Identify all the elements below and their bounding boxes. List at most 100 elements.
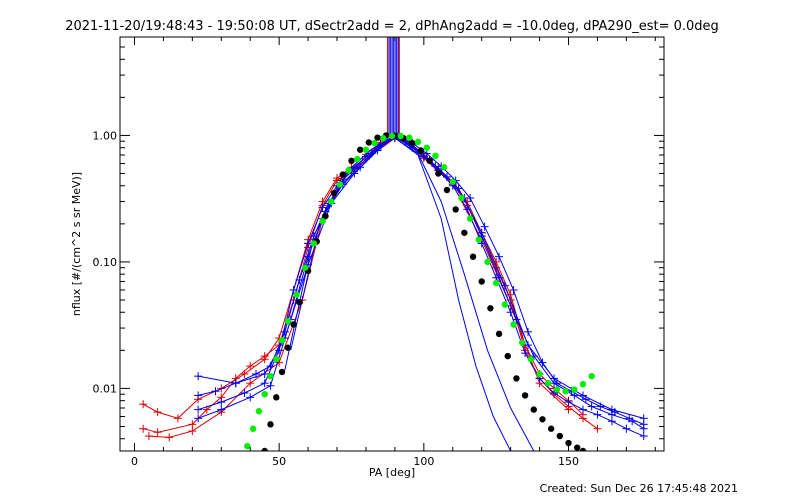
series-10-point-26 xyxy=(469,253,477,260)
series-4-point-25 xyxy=(578,405,587,414)
series-1-point-11 xyxy=(333,174,342,183)
series-10-point-29 xyxy=(495,330,503,338)
series-11-point-14 xyxy=(345,167,352,174)
x-tick-label: 0 xyxy=(131,455,138,468)
series-11-point-37 xyxy=(545,379,552,387)
series-11-point-25 xyxy=(440,164,448,171)
series-11-point-38 xyxy=(553,386,561,393)
series-10-point-30 xyxy=(504,352,511,360)
series-10-point-9 xyxy=(322,212,329,220)
series-7-line xyxy=(284,137,512,451)
series-6-point-6 xyxy=(350,169,359,178)
series-2-point-0 xyxy=(144,432,153,441)
series-11-point-12 xyxy=(328,198,335,205)
series-11-point-1 xyxy=(249,425,257,432)
series-10-point-5 xyxy=(290,321,297,328)
series-4-point-21 xyxy=(521,349,530,358)
series-10-point-0 xyxy=(261,447,268,451)
series-4-point-0 xyxy=(194,405,203,414)
x-tick-label: 100 xyxy=(413,455,434,468)
series-11-point-18 xyxy=(380,135,387,142)
series-0-point-1 xyxy=(153,428,162,437)
series-3-point-23 xyxy=(538,358,547,367)
series-11-point-7 xyxy=(284,317,292,325)
series-11-point-35 xyxy=(527,356,535,363)
series-5-point-17 xyxy=(512,315,521,324)
series-11-point-27 xyxy=(458,194,465,202)
series-11-point-21 xyxy=(406,134,413,141)
series-4-point-28 xyxy=(622,424,631,433)
series-1-point-6 xyxy=(260,355,269,364)
series-0-point-30 xyxy=(593,424,602,433)
y-tick-label: 0.01 xyxy=(93,382,118,395)
series-4-point-1 xyxy=(217,398,226,407)
y-axis-label: nflux [#/(cm^2 s sr MeV)] xyxy=(70,172,83,316)
series-11-point-33 xyxy=(510,321,517,328)
axes: 0 50 100 150 0.01 0.10 1.00 xyxy=(93,36,664,468)
series-11-point-2 xyxy=(255,408,263,415)
series-4-point-26 xyxy=(593,410,602,419)
series-11-point-15 xyxy=(354,155,361,163)
series-11-point-24 xyxy=(432,152,439,160)
series-1-point-1 xyxy=(153,408,162,417)
series-10-point-33 xyxy=(530,406,537,413)
series-11-point-32 xyxy=(501,301,509,308)
series-11-point-31 xyxy=(492,279,500,287)
series-3-point-19 xyxy=(480,222,489,231)
series-10-point-24 xyxy=(452,206,459,213)
series-10-point-25 xyxy=(461,229,468,236)
series-11-point-17 xyxy=(371,139,378,147)
series-1-point-5 xyxy=(240,369,249,378)
series-10-point-1 xyxy=(267,421,274,428)
series-5-point-23 xyxy=(628,417,637,426)
series-11-point-9 xyxy=(301,264,309,271)
series-5-point-2 xyxy=(246,393,255,402)
series-5-point-21 xyxy=(587,402,596,411)
series-5-point-24 xyxy=(639,424,648,433)
series-4-point-29 xyxy=(639,432,648,441)
y-tick-label: 1.00 xyxy=(93,129,118,142)
series-11-point-8 xyxy=(293,291,300,298)
series-2-point-16 xyxy=(564,405,573,414)
series-11-point-0 xyxy=(244,442,251,450)
series-10-point-11 xyxy=(339,171,347,178)
series-11-point-36 xyxy=(536,370,543,378)
series-11-point-19 xyxy=(388,132,396,140)
series-6-point-12 xyxy=(477,228,486,237)
series-6-point-14 xyxy=(524,341,532,350)
chart-title: 2021-11-20/19:48:43 - 19:50:08 UT, dSect… xyxy=(65,19,719,34)
series-11-point-28 xyxy=(466,215,474,222)
created-footer: Created: Sun Dec 26 17:45:48 2021 xyxy=(540,482,738,495)
series-2-point-4 xyxy=(246,379,255,388)
series-4-point-7 xyxy=(318,203,327,212)
series-6-point-16 xyxy=(578,391,587,400)
series-10-point-20 xyxy=(417,147,425,154)
series-11-point-22 xyxy=(414,138,422,146)
series-10-point-2 xyxy=(273,394,280,401)
series-10-point-13 xyxy=(356,146,364,153)
series-10-point-34 xyxy=(539,416,546,423)
series-10-point-32 xyxy=(521,392,529,399)
series-1-point-0 xyxy=(139,400,148,409)
series-10-point-3 xyxy=(278,368,286,376)
series-11-point-5 xyxy=(273,356,280,363)
series-11-point-23 xyxy=(423,144,430,151)
series-0-point-6 xyxy=(246,362,255,371)
series-2-point-2 xyxy=(188,427,197,436)
plot-area xyxy=(139,37,648,451)
series-6-point-13 xyxy=(500,281,509,290)
series-10-point-10 xyxy=(330,189,338,197)
series-6-point-0 xyxy=(194,372,203,381)
series-11-point-6 xyxy=(278,337,286,344)
series-11-point-39 xyxy=(562,388,569,395)
series-3-point-1 xyxy=(211,387,220,396)
series-11-point-41 xyxy=(579,380,587,388)
series-3-point-21 xyxy=(509,285,518,294)
series-8-line xyxy=(290,137,535,451)
series-5-point-3 xyxy=(266,381,275,390)
series-6-point-17 xyxy=(607,405,616,414)
series-11-point-3 xyxy=(261,390,268,398)
series-6-point-1 xyxy=(231,379,240,388)
series-4-point-5 xyxy=(289,285,298,294)
